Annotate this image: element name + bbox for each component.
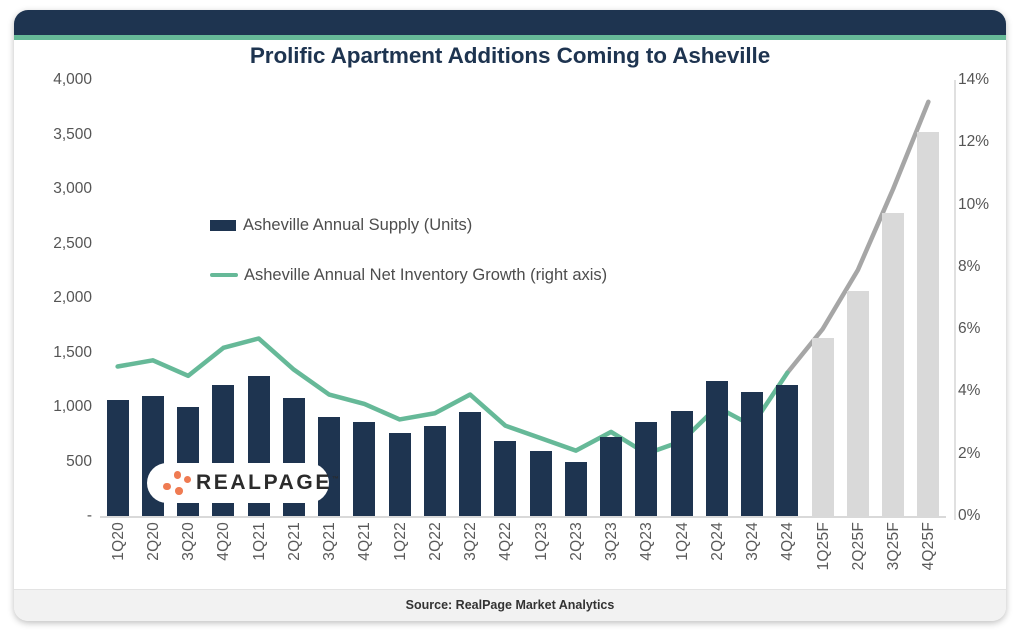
bar-actual xyxy=(776,384,799,516)
left-axis-tick: 2,000 xyxy=(53,289,92,306)
realpage-logo: REALPAGE™ xyxy=(147,463,339,503)
bar-actual xyxy=(106,400,129,516)
left-axis-tick: 500 xyxy=(66,452,92,470)
x-axis-tick-label: 1Q24 xyxy=(673,522,691,561)
right-axis-line xyxy=(954,80,956,520)
left-axis-tick: 2,500 xyxy=(53,234,92,252)
bar-actual xyxy=(529,451,552,516)
footer-band: Source: RealPage Market Analytics xyxy=(14,589,1006,621)
trademark-symbol: ™ xyxy=(331,476,339,483)
right-axis-ticks: 0% 2% 4% 6% 8% 10% 12% 14% xyxy=(958,71,1006,524)
x-axis-tick-label: 3Q21 xyxy=(321,522,339,561)
legend-item-growth: Asheville Annual Net Inventory Growth (r… xyxy=(210,250,730,300)
x-axis-tick-label: 4Q21 xyxy=(356,522,374,561)
right-axis-tick: 10% xyxy=(958,195,990,213)
left-axis-tick: 1,500 xyxy=(53,343,92,361)
x-axis-tick-label: 2Q24 xyxy=(708,522,726,561)
bar-actual xyxy=(670,410,693,516)
left-axis-tick: 3,500 xyxy=(53,125,92,143)
x-axis-tick-label: 4Q25F xyxy=(920,522,938,571)
x-axis-tick-label: 3Q22 xyxy=(462,522,480,561)
right-axis-tick: 14% xyxy=(958,71,990,88)
chart-card: Prolific Apartment Additions Coming to A… xyxy=(14,10,1006,621)
left-axis-tick: 3,000 xyxy=(53,180,92,197)
x-axis-tick-label: 1Q21 xyxy=(250,522,268,561)
bar-forecast xyxy=(811,338,834,516)
realpage-dots-icon xyxy=(161,470,199,496)
x-axis-tick-label: 3Q23 xyxy=(603,522,621,561)
bar-forecast xyxy=(917,132,940,516)
right-axis-tick: 4% xyxy=(958,382,981,400)
bar-actual xyxy=(705,380,728,516)
realpage-wordmark-text: REALPAGE xyxy=(196,471,332,494)
bar-swatch-icon xyxy=(210,219,236,231)
x-axis-tick-label: 1Q23 xyxy=(532,522,550,561)
x-axis-tick-label: 3Q25F xyxy=(885,522,903,571)
bar-actual xyxy=(600,436,623,516)
x-axis-tick-label: 2Q25F xyxy=(849,522,867,571)
bar-actual xyxy=(353,422,376,516)
bar-forecast xyxy=(882,212,905,516)
realpage-wordmark: REALPAGE™ xyxy=(196,471,339,495)
x-axis-tick-label: 4Q20 xyxy=(215,522,233,561)
header-bar xyxy=(14,10,1006,35)
x-axis-tick-label: 2Q22 xyxy=(426,522,444,561)
x-axis-tick-label: 2Q23 xyxy=(567,522,585,561)
left-axis-tick: 1,000 xyxy=(53,398,92,415)
x-axis-tick-label: 2Q21 xyxy=(285,522,303,561)
right-axis-tick: 2% xyxy=(958,444,981,462)
x-axis-tick-label: 1Q22 xyxy=(391,522,409,561)
left-axis-tick: - xyxy=(86,507,92,524)
bar-actual xyxy=(564,461,587,516)
right-axis-tick: 8% xyxy=(958,257,981,275)
legend-label-supply: Asheville Annual Supply (Units) xyxy=(243,215,473,234)
right-axis-tick: 0% xyxy=(958,507,981,524)
x-axis-tick-label: 3Q24 xyxy=(744,522,762,561)
left-axis-tick: 4,000 xyxy=(53,71,92,88)
net-inventory-growth-forecast-line xyxy=(785,99,931,375)
left-axis-ticks: - 500 1,000 1,500 2,000 2,500 3,000 3,500 4,000 xyxy=(14,71,92,524)
bar-actual xyxy=(459,411,482,516)
bar-actual xyxy=(423,425,446,516)
x-axis-tick-label: 4Q24 xyxy=(779,522,797,561)
bar-actual xyxy=(741,392,764,516)
bar-actual xyxy=(494,440,517,516)
right-axis-tick: 6% xyxy=(958,320,981,338)
x-axis-tick-label: 2Q20 xyxy=(144,522,162,561)
accent-stripe xyxy=(14,35,1006,40)
source-note: Source: RealPage Market Analytics xyxy=(405,598,615,612)
bar-actual xyxy=(635,421,658,516)
x-axis-tick-label: 4Q22 xyxy=(497,522,515,561)
legend-label-growth: Asheville Annual Net Inventory Growth (r… xyxy=(244,265,608,284)
bar-forecast xyxy=(846,291,869,516)
bar-actual xyxy=(388,432,411,516)
line-swatch-icon xyxy=(210,272,238,278)
legend-item-supply: Asheville Annual Supply (Units) xyxy=(210,200,730,250)
axis-baseline xyxy=(100,516,946,518)
x-axis-tick-label: 1Q20 xyxy=(109,522,127,561)
x-axis-tick-label: 1Q25F xyxy=(814,522,832,571)
x-axis-tick-label: 3Q20 xyxy=(180,522,198,561)
page-title: Prolific Apartment Additions Coming to A… xyxy=(249,43,771,68)
right-axis-tick: 12% xyxy=(958,133,990,151)
x-axis-tick-label: 4Q23 xyxy=(638,522,656,561)
chart-legend: Asheville Annual Supply (Units) Ashevill… xyxy=(210,200,730,300)
